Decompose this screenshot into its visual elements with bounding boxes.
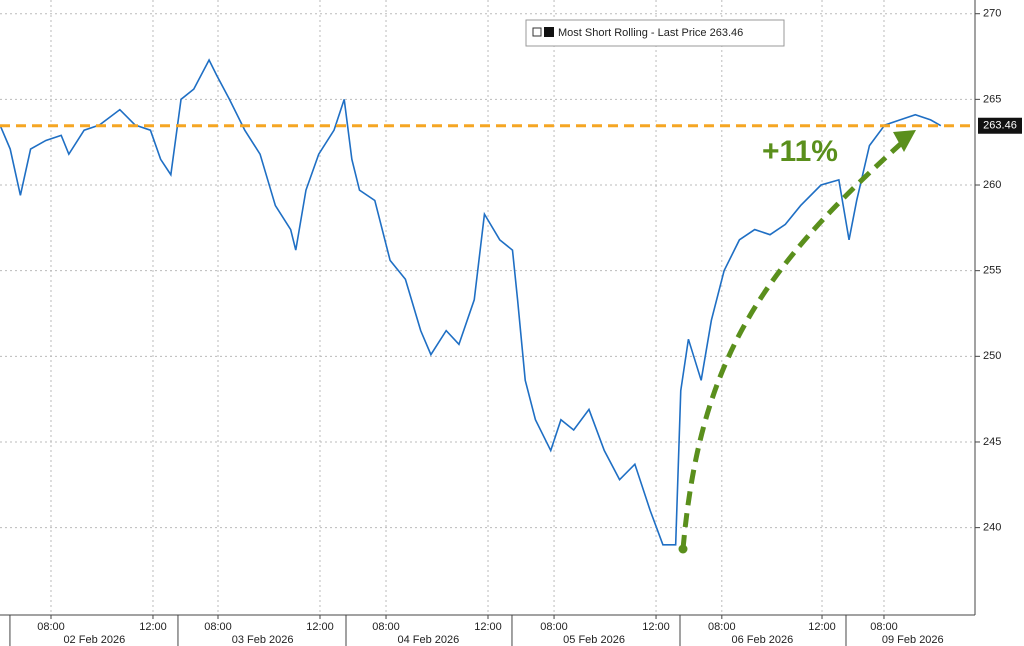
legend-box xyxy=(525,19,785,47)
x-tick-label: 08:00 xyxy=(870,621,898,633)
x-tick-label: 08:00 xyxy=(708,621,736,633)
legend-name: Most Short Rolling - Last Price xyxy=(558,27,707,39)
plot xyxy=(0,58,975,546)
y-tick-label: 250 xyxy=(983,350,1001,362)
x-tick-label: 08:00 xyxy=(37,621,65,633)
x-tick-label: 12:00 xyxy=(306,621,334,633)
y-tick-label: 245 xyxy=(983,436,1001,448)
legend-label: Most Short Rolling - Last Price 263.46 xyxy=(558,27,743,39)
y-tick-label: 270 xyxy=(983,8,1001,20)
annotation-start xyxy=(678,544,688,554)
x-tick-label: 08:00 xyxy=(372,621,400,633)
legend-swatch xyxy=(544,27,554,37)
day-label: 03 Feb 2026 xyxy=(232,634,294,646)
y-tick-label: 265 xyxy=(983,93,1001,105)
day-label: 06 Feb 2026 xyxy=(731,634,793,646)
last-price-box xyxy=(978,117,1022,134)
price-line xyxy=(0,58,942,546)
legend-value: 263.46 xyxy=(710,27,744,39)
legend: Most Short Rolling - Last Price 263.46 xyxy=(525,19,785,47)
annotation-arrowhead xyxy=(893,130,916,152)
y-tick-label: 260 xyxy=(983,179,1001,191)
x-tick-label: 12:00 xyxy=(808,621,836,633)
day-label: 02 Feb 2026 xyxy=(63,634,125,646)
y-tick-label: 255 xyxy=(983,265,1001,277)
x-tick-label: 08:00 xyxy=(204,621,232,633)
annotation-arrow xyxy=(680,138,907,550)
x-tick-label: 12:00 xyxy=(642,621,670,633)
last-price-label: 263.46 xyxy=(983,120,1017,132)
annotation: +11% xyxy=(762,135,838,168)
day-label: 05 Feb 2026 xyxy=(563,634,625,646)
y-tick-label: 240 xyxy=(983,522,1001,534)
day-label: 09 Feb 2026 xyxy=(882,634,944,646)
x-tick-label: 12:00 xyxy=(474,621,502,633)
x-tick-label: 12:00 xyxy=(139,621,167,633)
day-label: 04 Feb 2026 xyxy=(397,634,459,646)
legend-icon xyxy=(532,27,542,37)
x-tick-label: 08:00 xyxy=(540,621,568,633)
